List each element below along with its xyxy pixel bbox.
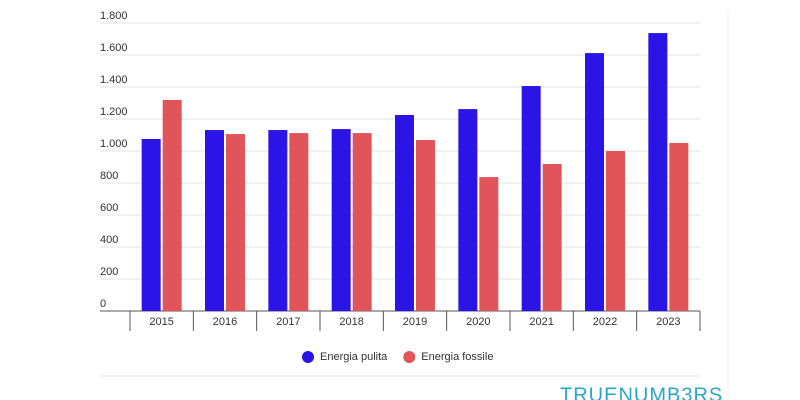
y-tick-label: 1.000 xyxy=(100,138,128,150)
legend-label: Energia fossile xyxy=(421,351,493,363)
bar xyxy=(162,99,182,312)
y-tick-label: 800 xyxy=(100,170,118,182)
bar xyxy=(226,134,245,311)
x-tick-label: 2017 xyxy=(276,316,300,328)
legend-swatch xyxy=(302,351,314,363)
y-tick-label: 1.600 xyxy=(100,42,128,54)
bar xyxy=(542,163,562,311)
x-tick-label: 2018 xyxy=(339,316,363,328)
bar xyxy=(669,143,689,311)
x-tick-label: 2019 xyxy=(403,316,427,328)
legend-label: Energia pulita xyxy=(320,351,388,363)
bar xyxy=(331,129,351,311)
bar xyxy=(521,86,541,311)
bar xyxy=(395,115,414,311)
y-tick-label: 400 xyxy=(100,234,118,246)
x-tick-label: 2023 xyxy=(656,316,680,328)
bar xyxy=(458,109,478,311)
bar xyxy=(205,130,224,311)
y-tick-label: 600 xyxy=(100,202,118,214)
bar xyxy=(352,133,372,311)
x-tick-label: 2016 xyxy=(213,316,237,328)
x-tick-label: 2020 xyxy=(466,316,490,328)
bar xyxy=(479,177,499,311)
x-tick-label: 2022 xyxy=(593,316,617,328)
bar xyxy=(648,33,668,312)
y-tick-label: 200 xyxy=(100,266,118,278)
x-tick-label: 2015 xyxy=(149,316,173,328)
source-logo: TRUENUMB3RS xyxy=(560,384,723,400)
bar xyxy=(141,139,161,311)
y-tick-label: 0 xyxy=(100,298,106,310)
bar xyxy=(289,133,309,311)
x-tick-label: 2021 xyxy=(529,316,553,328)
y-tick-label: 1.800 xyxy=(100,10,128,22)
y-tick-label: 1.400 xyxy=(100,74,128,86)
bar xyxy=(268,130,288,311)
bar xyxy=(606,151,625,311)
bar xyxy=(585,53,604,312)
legend-swatch xyxy=(403,351,416,363)
bar xyxy=(416,139,435,311)
y-tick-label: 1.200 xyxy=(100,106,128,118)
